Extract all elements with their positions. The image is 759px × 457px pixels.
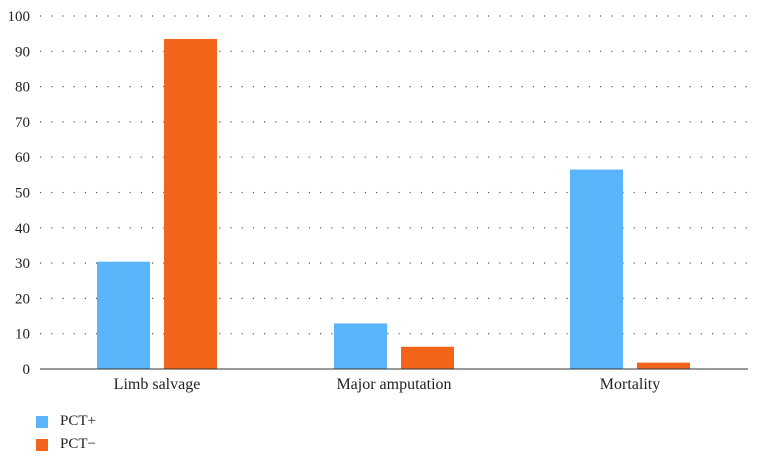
legend-item-pct-minus: PCT− (36, 433, 96, 456)
y-tick-label: 0 (23, 362, 31, 378)
x-category-label: Major amputation (336, 376, 451, 393)
y-tick-label: 30 (15, 256, 30, 272)
legend: PCT+ PCT− (36, 410, 96, 456)
bar-pct-plus-limb-salvage (97, 261, 150, 369)
bar-pct-minus-mortality (637, 362, 690, 369)
y-tick-label: 90 (15, 44, 30, 60)
y-tick-label: 40 (15, 221, 30, 237)
x-axis: Limb salvage Major amputation Mortality (114, 376, 661, 393)
y-tick-label: 100 (8, 9, 31, 25)
y-tick-label: 70 (15, 115, 30, 131)
bar-pct-plus-major-amputation (334, 323, 387, 369)
y-tick-label: 50 (15, 186, 30, 202)
legend-swatch-pct-minus (36, 438, 48, 451)
x-category-label: Limb salvage (114, 376, 201, 393)
y-tick-label: 60 (15, 150, 30, 166)
y-axis: 0 10 20 30 40 50 60 70 80 90 100 (8, 9, 31, 378)
legend-label-pct-minus: PCT− (60, 436, 96, 452)
bar-pct-minus-limb-salvage (164, 38, 217, 369)
y-tick-label: 10 (15, 327, 30, 343)
y-tick-label: 80 (15, 80, 30, 96)
x-category-label: Mortality (600, 376, 660, 393)
legend-swatch-pct-plus (36, 415, 48, 428)
bar-pct-minus-major-amputation (401, 346, 454, 369)
y-tick-label: 20 (15, 291, 30, 307)
bars (97, 38, 690, 369)
legend-label-pct-plus: PCT+ (60, 413, 96, 429)
bar-pct-plus-mortality (570, 169, 623, 369)
legend-item-pct-plus: PCT+ (36, 410, 96, 433)
